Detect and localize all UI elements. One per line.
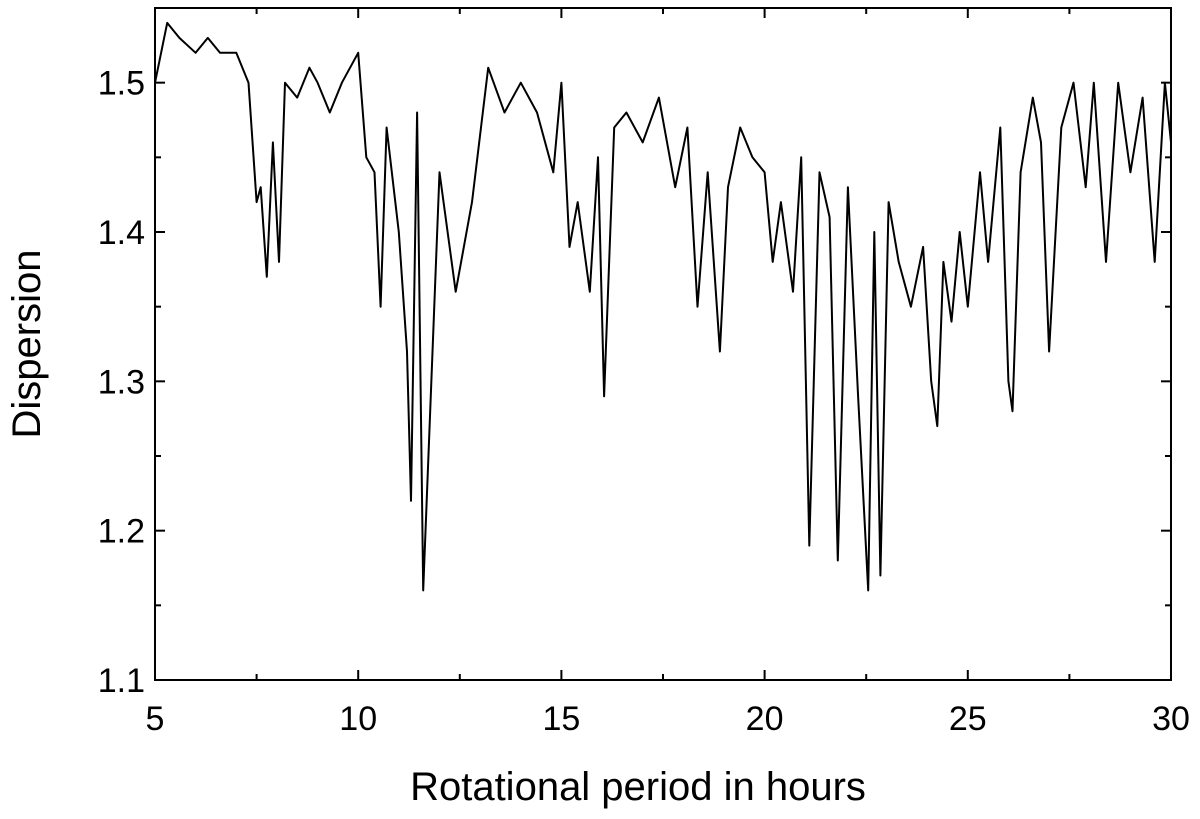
y-tick-label: 1.2	[98, 513, 145, 551]
plot-frame	[154, 7, 1172, 681]
x-axis-ticks: 5 10 15 20 25 30	[146, 8, 1190, 738]
y-tick-label: 1.4	[98, 214, 145, 252]
x-tick-label: 30	[1152, 700, 1190, 738]
y-tick-label: 1.1	[98, 662, 145, 700]
y-tick-label: 1.5	[98, 65, 145, 103]
y-tick-label: 1.3	[98, 363, 145, 401]
x-axis-title: Rotational period in hours	[410, 765, 866, 809]
x-tick-label: 15	[542, 700, 580, 738]
y-axis-title: Dispersion	[5, 250, 49, 439]
series-line	[154, 21, 1172, 592]
x-tick-label: 25	[949, 700, 987, 738]
y-axis-ticks: 1.1 1.2 1.3 1.4 1.5	[98, 65, 1171, 700]
x-tick-label: 20	[746, 700, 784, 738]
x-tick-label: 5	[146, 700, 165, 738]
x-tick-label: 10	[339, 700, 377, 738]
